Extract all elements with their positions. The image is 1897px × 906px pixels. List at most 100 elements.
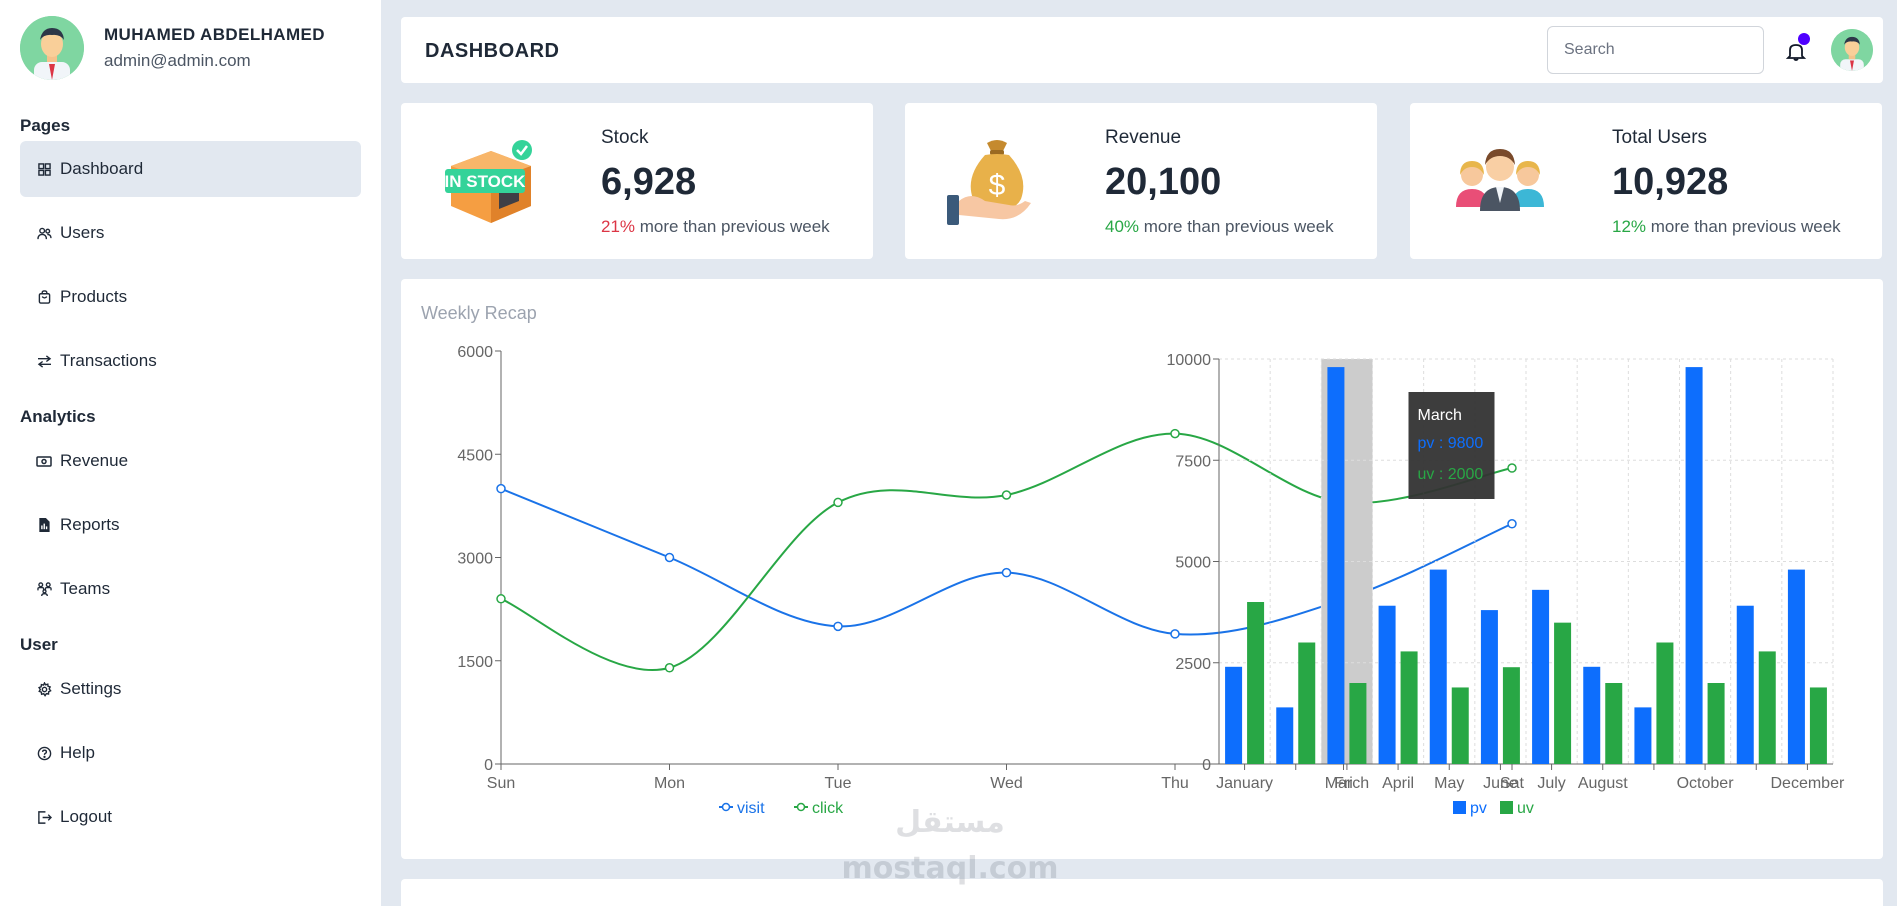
bar-uv <box>1809 687 1827 764</box>
page-title: DASHBOARD <box>425 40 560 62</box>
y-tick-label: 7500 <box>1175 453 1211 470</box>
search-input[interactable] <box>1547 26 1764 74</box>
money-bag-hand-icon: $ <box>945 131 1045 231</box>
y-tick-label: 0 <box>1202 757 1211 774</box>
legend-swatch <box>1500 801 1513 814</box>
legend-item-pv: pv <box>1453 800 1487 817</box>
stat-change-suffix: more than previous week <box>1646 217 1841 236</box>
sidebar-item-products[interactable]: Products <box>20 269 361 325</box>
sidebar-item-label: Dashboard <box>60 159 144 178</box>
legend-label: pv <box>1470 800 1487 817</box>
sidebar-item-label: Revenue <box>60 451 129 470</box>
bar-uv <box>1400 651 1418 764</box>
users-icon <box>36 225 52 241</box>
bar-pv <box>1532 589 1550 764</box>
sidebar-item-label: Teams <box>60 579 111 598</box>
x-tick-label: June <box>1483 775 1518 792</box>
cash-icon <box>36 453 52 469</box>
stat-value: 6,928 <box>601 161 697 203</box>
sidebar-item-label: Help <box>60 743 95 762</box>
y-tick-label: 2500 <box>1175 656 1211 673</box>
stat-card-stock: IN STOCK Stock 6,928 21% more than previ… <box>401 103 873 259</box>
sidebar-item-label: Products <box>60 287 128 306</box>
sidebar-item-dashboard[interactable]: Dashboard <box>20 141 361 197</box>
next-panel <box>401 879 1883 906</box>
x-tick-label: January <box>1216 775 1273 792</box>
user-name: MUHAMED ABDELHAMED <box>104 25 325 44</box>
bar-pv <box>1327 367 1345 764</box>
stat-change-pct: 21% <box>601 217 636 236</box>
help-icon <box>36 745 52 761</box>
user-profile[interactable]: MUHAMED ABDELHAMED admin@admin.com <box>20 16 325 80</box>
panel-title: Weekly Recap <box>421 303 537 323</box>
sidebar-item-reports[interactable]: Reports <box>20 497 361 553</box>
x-tick-label: October <box>1677 775 1735 792</box>
top-header: DASHBOARD <box>401 17 1883 83</box>
sidebar-item-users[interactable]: Users <box>20 205 361 261</box>
stat-change: 40% more than previous week <box>1105 217 1334 237</box>
bar-pv <box>1378 605 1396 764</box>
weekly-recap-charts: 0 1500 3000 4500 6000 Sun Mon Tue Wed Thu Fri Sat vi… <box>457 344 1845 817</box>
x-tick-label: Sun <box>487 775 515 792</box>
y-tick-label: 10000 <box>1167 352 1212 369</box>
avatar[interactable] <box>20 16 84 80</box>
tooltip-title: March <box>1418 407 1462 424</box>
y-tick-label: 3000 <box>457 551 493 568</box>
stat-change: 12% more than previous week <box>1612 217 1841 237</box>
bar-pv <box>1583 666 1601 764</box>
sidebar-item-help[interactable]: Help <box>20 725 361 781</box>
bar-pv <box>1480 610 1498 764</box>
bar-pv <box>1429 569 1447 764</box>
sidebar-item-label: Settings <box>60 679 122 698</box>
stat-change-pct: 40% <box>1105 217 1140 236</box>
data-point <box>1507 519 1517 529</box>
bar-uv <box>1656 642 1674 764</box>
file-icon <box>36 517 52 533</box>
watermark-arabic: مستقل <box>895 805 1005 840</box>
section-title-analytics: Analytics <box>20 407 96 426</box>
user-email: admin@admin.com <box>104 51 251 70</box>
sidebar: MUHAMED ABDELHAMED admin@admin.com Pages… <box>0 0 381 906</box>
stat-title: Stock <box>601 127 649 148</box>
tooltip-box <box>1408 392 1495 499</box>
x-tick-label: December <box>1771 775 1845 792</box>
sidebar-item-label: Transactions <box>60 351 157 370</box>
money-bag-dollar: $ <box>989 169 1006 202</box>
x-tick-label: Fri <box>1334 775 1353 792</box>
legend-item-visit: visit <box>719 800 765 817</box>
data-point <box>664 552 675 563</box>
y-tick-label: 4500 <box>457 447 493 464</box>
watermark-latin: mostaql.com <box>841 851 1058 886</box>
bar-pv <box>1276 707 1294 764</box>
tooltip-line-pv: pv : 9800 <box>1418 435 1484 452</box>
sidebar-item-label: Users <box>60 223 105 242</box>
sidebar-item-revenue[interactable]: Revenue <box>20 433 361 489</box>
x-tick-label: March <box>1325 775 1369 792</box>
stat-change-suffix: more than previous week <box>635 217 830 236</box>
data-point <box>1001 490 1012 500</box>
sidebar-item-transactions[interactable]: Transactions <box>20 333 361 389</box>
legend-item-click: click <box>794 800 844 817</box>
stat-value: 10,928 <box>1612 161 1729 203</box>
legend-swatch <box>1453 801 1466 814</box>
sidebar-item-logout[interactable]: Logout <box>20 789 361 845</box>
x-tick-label: August <box>1578 775 1628 792</box>
bell-icon[interactable] <box>1785 40 1807 62</box>
header-avatar[interactable] <box>1831 29 1873 71</box>
sidebar-item-label: Reports <box>60 515 120 534</box>
gear-icon <box>36 681 52 697</box>
sidebar-item-settings[interactable]: Settings <box>20 661 361 717</box>
bar-uv <box>1605 683 1623 764</box>
legend-marker <box>796 802 806 812</box>
x-tick-label: July <box>1537 775 1565 792</box>
bar-uv <box>1451 687 1469 764</box>
sidebar-item-teams[interactable]: Teams <box>20 561 361 617</box>
section-title-pages: Pages <box>20 116 71 135</box>
data-point <box>664 663 675 673</box>
bar-pv <box>1736 605 1754 764</box>
arrows-icon <box>36 353 52 369</box>
bar-uv <box>1298 642 1316 764</box>
bar-pv <box>1225 666 1243 764</box>
legend-label: click <box>812 800 844 817</box>
stat-card-revenue: $ Revenue 20,100 40% more than previous … <box>905 103 1377 259</box>
